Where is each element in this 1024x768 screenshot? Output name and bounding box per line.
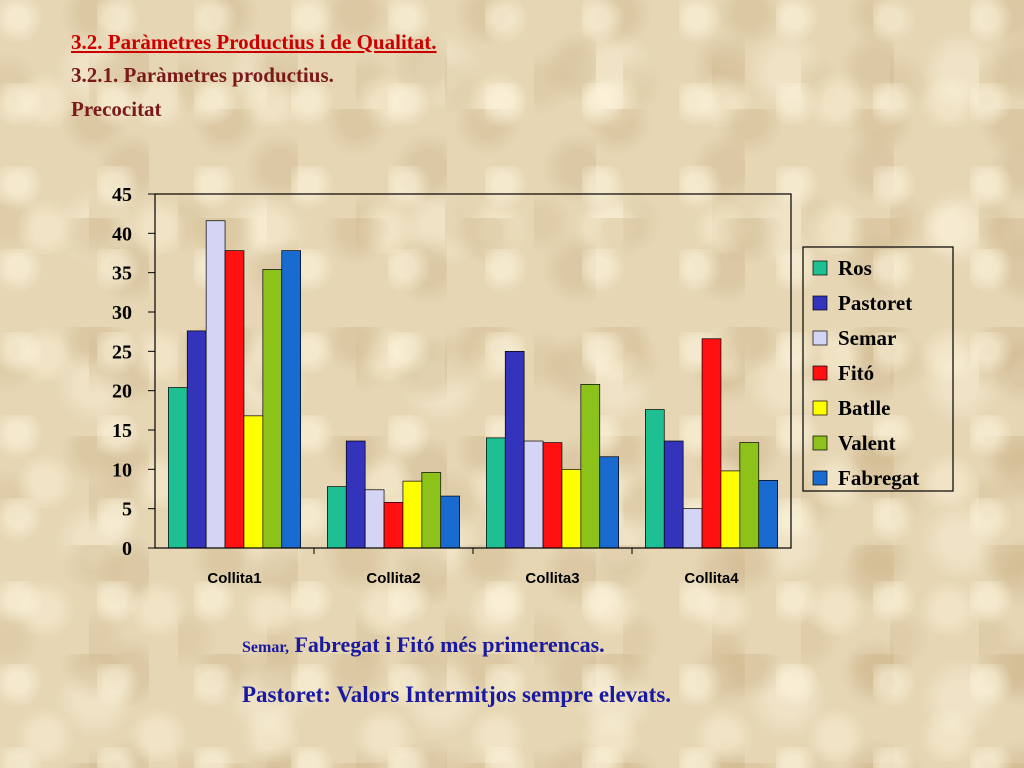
legend-swatch <box>812 365 828 381</box>
y-tick-label: 25 <box>112 341 132 363</box>
legend-label: Fitó <box>838 361 874 385</box>
legend-label: Ros <box>838 256 872 280</box>
bar <box>663 440 684 549</box>
slide-subtitle: 3.2.1. Paràmetres productius. <box>71 63 334 87</box>
bar <box>421 472 442 549</box>
x-tick-label: Collita2 <box>366 570 420 587</box>
legend-label: Fabregat <box>838 466 919 490</box>
y-tick-label: 35 <box>112 263 132 285</box>
bar <box>383 502 404 549</box>
note-semar-text: Semar, <box>242 639 289 656</box>
legend-swatch <box>812 470 828 486</box>
bar <box>523 440 544 549</box>
bar <box>345 440 366 549</box>
bar <box>402 480 423 549</box>
note-earliest-varieties: Semar, Fabregat i Fitó més primerencas. <box>242 632 605 658</box>
chart-legend: Ros Pastoret Semar Fitó Batlle Valent Fabregat <box>802 246 954 492</box>
note-pastoret: Pastoret: Valors Intermitjos sempre elev… <box>242 682 672 707</box>
bar <box>168 387 188 549</box>
legend-box <box>802 246 954 492</box>
legend-label: Batlle <box>838 396 891 420</box>
bar <box>262 269 283 549</box>
bar <box>701 338 722 549</box>
bar <box>281 250 301 549</box>
bar <box>682 508 703 549</box>
legend-swatch <box>812 400 828 416</box>
legend-swatch <box>812 435 828 451</box>
note-earliest-text: Fabregat i Fitó més primerencas. <box>288 632 605 657</box>
y-tick-label: 0 <box>122 538 132 560</box>
bars-layer <box>168 220 778 549</box>
legend-label: Valent <box>838 431 896 455</box>
bar <box>364 489 385 549</box>
legend-swatch <box>812 330 828 346</box>
x-tick-label: Collita1 <box>207 570 261 587</box>
axes-layer: 0 5 10 15 20 25 30 35 40 45 Collita1 Collita2 Collit… <box>112 184 792 587</box>
bar <box>561 468 582 549</box>
bar <box>739 442 760 549</box>
y-tick-label: 45 <box>112 184 132 206</box>
bar <box>580 384 601 549</box>
legend-swatch <box>812 295 828 311</box>
y-tick-label: 20 <box>112 381 132 403</box>
y-tick-label: 5 <box>122 499 132 521</box>
bar <box>243 415 264 549</box>
bar <box>542 442 563 549</box>
bar <box>224 250 245 549</box>
bar <box>504 350 525 549</box>
bar <box>486 437 506 549</box>
slide-title: 3.2. Paràmetres Productius i de Qualitat… <box>71 30 437 54</box>
y-tick-label: 30 <box>112 302 132 324</box>
x-tick-label: Collita3 <box>525 570 579 587</box>
bar <box>440 495 460 549</box>
bar <box>186 330 207 549</box>
bar <box>644 409 665 549</box>
y-tick-label: 15 <box>112 420 132 442</box>
bar <box>599 456 619 549</box>
bar <box>758 479 778 549</box>
bar <box>327 486 347 549</box>
section-heading: Precocitat <box>71 97 162 121</box>
bar <box>720 470 741 549</box>
legend-label: Pastoret <box>838 291 912 315</box>
x-tick-label: Collita4 <box>684 570 739 587</box>
legend-swatch <box>812 260 828 276</box>
bar <box>205 220 226 549</box>
y-tick-label: 10 <box>112 459 132 481</box>
legend-label: Semar <box>838 326 896 350</box>
y-tick-label: 40 <box>112 223 132 245</box>
